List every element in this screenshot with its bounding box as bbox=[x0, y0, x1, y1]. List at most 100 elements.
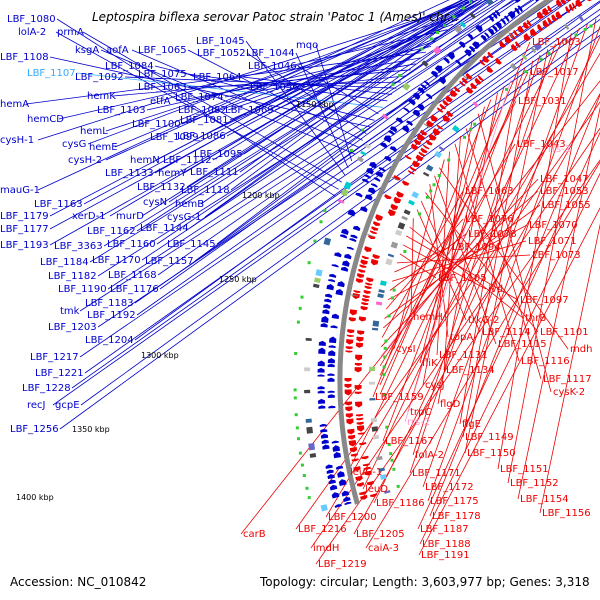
gene-arrow bbox=[344, 377, 352, 382]
gene-arrow bbox=[339, 234, 348, 239]
gene-label-right: LBF_1131 bbox=[439, 350, 488, 361]
leader-line bbox=[131, 49, 359, 148]
trna-mark bbox=[524, 70, 528, 74]
gene-arrow bbox=[413, 138, 422, 146]
gene-arrow bbox=[484, 32, 490, 39]
tick-mark bbox=[367, 234, 375, 238]
leader-line bbox=[59, 34, 600, 430]
gene-arrow bbox=[318, 347, 326, 355]
gene-arrow bbox=[320, 433, 329, 439]
cog-block bbox=[564, 23, 570, 30]
gene-label-right: cysJ bbox=[425, 380, 445, 391]
gene-label-left: etfA bbox=[150, 96, 171, 107]
gene-arrow bbox=[555, 11, 563, 19]
gene-arrow bbox=[514, 41, 521, 48]
trna-mark bbox=[300, 463, 304, 467]
leader-line bbox=[517, 106, 600, 500]
gene-arrow bbox=[327, 373, 335, 376]
gene-arrow bbox=[482, 55, 490, 63]
trna-mark bbox=[305, 486, 309, 490]
cog-block bbox=[453, 24, 463, 34]
gene-arrow bbox=[547, 5, 553, 13]
gene-arrow bbox=[354, 385, 362, 391]
gene-label-left: LBF_1182 bbox=[48, 271, 97, 282]
gene-arrow bbox=[412, 160, 421, 167]
gene-arrow bbox=[383, 135, 392, 143]
gene-arrow bbox=[565, 6, 571, 14]
tick-mark bbox=[423, 123, 430, 129]
leader-line bbox=[465, 128, 542, 380]
gene-arrow bbox=[358, 316, 367, 322]
gene-arrow bbox=[459, 80, 466, 87]
trna-mark bbox=[473, 122, 477, 126]
cog-block bbox=[452, 125, 460, 133]
gene-arrow bbox=[522, 21, 530, 30]
cog-block bbox=[403, 209, 411, 216]
gene-label-right: LBF_1205 bbox=[356, 529, 405, 540]
gene-label-right: LBF_1186 bbox=[376, 498, 425, 509]
gene-label-right: LBF_1078 bbox=[468, 229, 517, 240]
cog-block bbox=[401, 215, 408, 221]
gene-arrow bbox=[323, 304, 331, 309]
gene-arrow bbox=[356, 425, 365, 432]
cog-block bbox=[425, 164, 434, 172]
gene-label-right: LBF_1150 bbox=[467, 448, 516, 459]
leader-line bbox=[539, 223, 600, 514]
minus-strand-track bbox=[354, 0, 593, 497]
cog-block bbox=[472, 101, 479, 108]
trna-mark bbox=[313, 239, 317, 243]
gene-arrow bbox=[363, 466, 371, 470]
leader-line bbox=[240, 80, 600, 535]
gene-arrow bbox=[347, 428, 355, 435]
gene-arrow bbox=[356, 417, 364, 421]
leader-line bbox=[399, 253, 437, 279]
gene-arrow bbox=[332, 445, 341, 452]
cog-block bbox=[385, 258, 393, 266]
leader-line bbox=[347, 38, 564, 473]
gene-arrow bbox=[510, 43, 518, 52]
gene-arrow bbox=[443, 57, 450, 64]
gene-arrow bbox=[509, 32, 516, 40]
leader-line bbox=[200, 0, 492, 205]
gene-label-left: LBF_1162 bbox=[87, 226, 136, 237]
leader-line bbox=[365, 161, 600, 549]
gene-arrow bbox=[341, 228, 349, 235]
leader-line bbox=[49, 0, 487, 246]
tick-mark bbox=[508, 32, 514, 39]
tick-mark bbox=[462, 74, 469, 81]
gene-arrow bbox=[390, 203, 399, 210]
gene-arrow bbox=[389, 146, 398, 153]
leader-line bbox=[397, 254, 531, 264]
gene-arrow bbox=[346, 418, 354, 425]
gene-arrow bbox=[360, 305, 368, 311]
leader-line bbox=[422, 23, 588, 488]
gene-arrow bbox=[334, 252, 342, 258]
gene-arrow bbox=[446, 110, 454, 118]
gene-arrow bbox=[504, 15, 510, 22]
cog-block bbox=[432, 45, 442, 55]
gene-arrow bbox=[362, 463, 370, 467]
gene-arrow bbox=[393, 196, 402, 204]
gene-arrow bbox=[396, 191, 404, 198]
gene-arrow bbox=[369, 162, 377, 169]
gene-arrow bbox=[401, 125, 410, 133]
gene-label-left: LBF_1065 bbox=[138, 45, 187, 56]
gene-arrow bbox=[345, 350, 353, 353]
gene-arrow bbox=[320, 323, 328, 328]
gene-arrow bbox=[347, 434, 356, 440]
gene-label-left: LBF_1160 bbox=[107, 239, 156, 250]
gene-label-left: LBF_1084 bbox=[105, 61, 154, 72]
gene-arrow bbox=[335, 288, 344, 296]
trna-mark bbox=[384, 339, 388, 343]
trna-mark bbox=[385, 425, 389, 429]
cog-block bbox=[320, 504, 328, 512]
gene-arrow bbox=[453, 86, 461, 93]
trna-mark bbox=[392, 288, 396, 292]
gene-arrow bbox=[364, 470, 372, 476]
gene-label-left: gcpE bbox=[55, 400, 80, 411]
gene-label-left: mqo bbox=[296, 40, 318, 51]
leader-line bbox=[429, 94, 600, 517]
leader-line bbox=[372, 99, 492, 398]
cog-block bbox=[402, 82, 411, 91]
